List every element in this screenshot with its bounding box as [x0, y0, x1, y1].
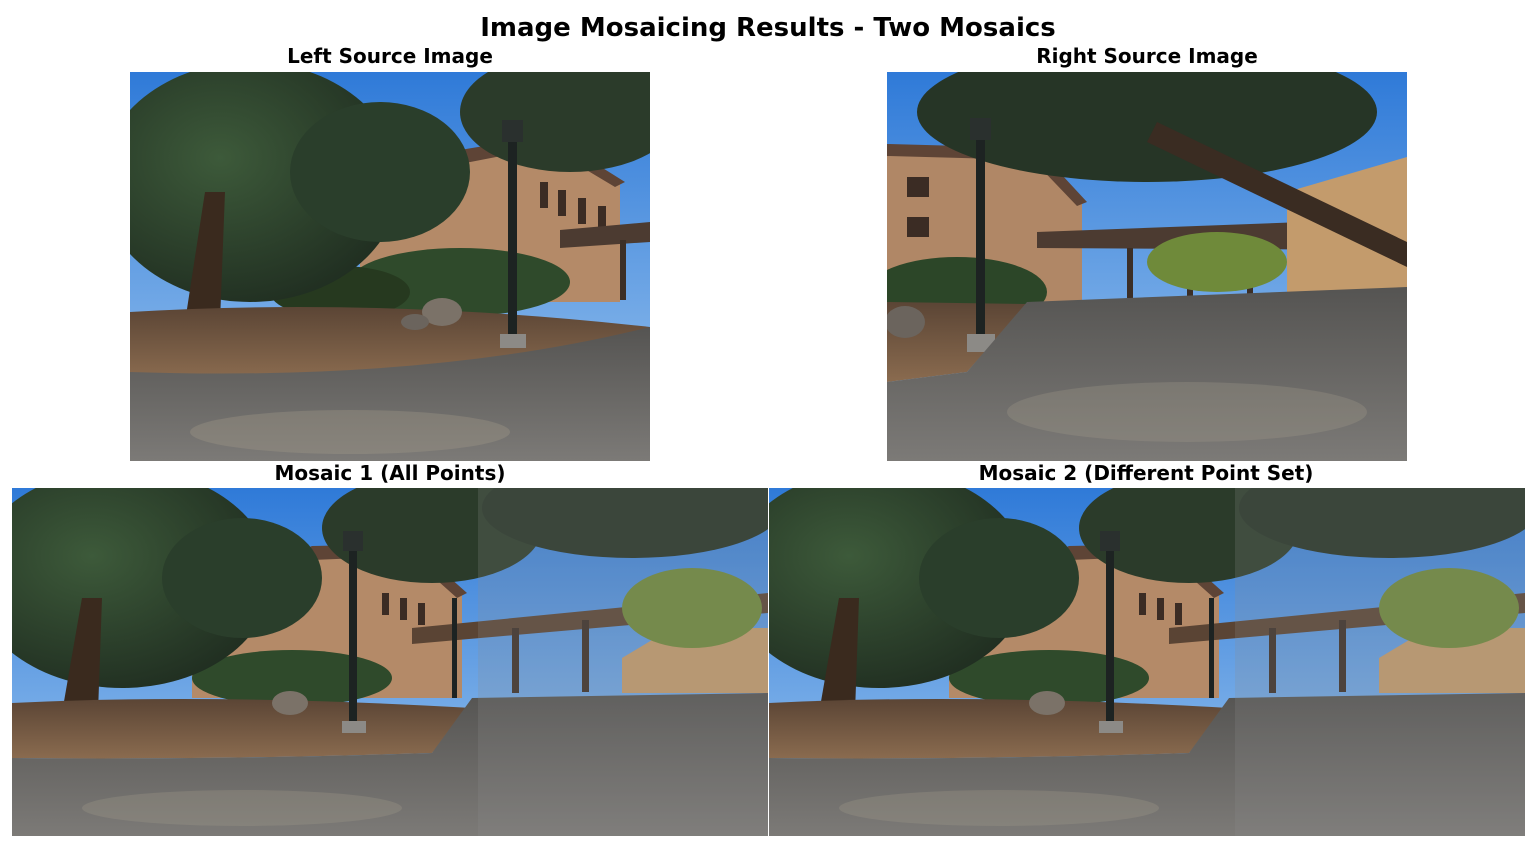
right-source-title: Right Source Image: [1036, 44, 1258, 68]
mosaic-2-title: Mosaic 2 (Different Point Set): [978, 461, 1314, 485]
right-source-image: [887, 72, 1407, 461]
mosaic-1-image: [12, 488, 768, 836]
left-source-title: Left Source Image: [287, 44, 493, 68]
figure-title: Image Mosaicing Results - Two Mosaics: [480, 13, 1056, 43]
mosaic-2-image: [769, 488, 1525, 836]
mosaic-1-title: Mosaic 1 (All Points): [274, 461, 506, 485]
left-source-image: [130, 72, 650, 461]
